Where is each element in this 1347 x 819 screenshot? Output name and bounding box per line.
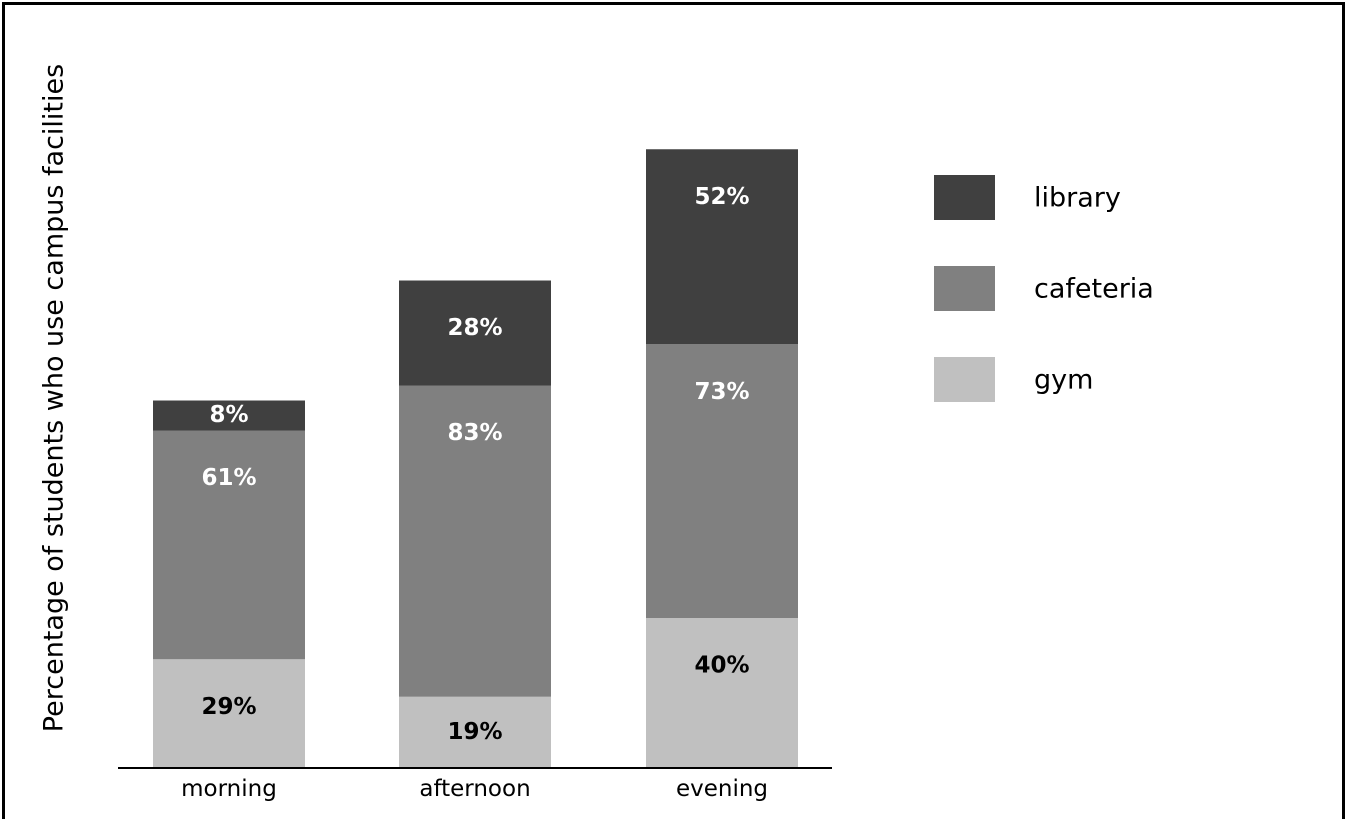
data-label-gym-evening: 40% <box>694 653 749 679</box>
data-label-cafeteria-afternoon: 83% <box>447 420 502 446</box>
bar-segment-cafeteria-morning <box>153 430 305 660</box>
bar-segment-cafeteria-afternoon <box>399 385 551 697</box>
bar-segment-gym-morning <box>153 659 305 768</box>
bars-group <box>153 149 798 768</box>
legend: library cafeteria gym <box>934 175 1154 402</box>
data-label-cafeteria-morning: 61% <box>201 465 256 491</box>
legend-label-cafeteria: cafeteria <box>1034 274 1154 305</box>
category-labels-group: morning afternoon evening <box>181 776 768 802</box>
legend-label-gym: gym <box>1034 365 1093 396</box>
data-label-gym-afternoon: 19% <box>447 719 502 745</box>
bar-segment-gym-evening <box>646 618 798 768</box>
bar-segment-gym-afternoon <box>399 696 551 768</box>
bar-segment-cafeteria-evening <box>646 344 798 618</box>
legend-label-library: library <box>1034 183 1121 214</box>
data-label-library-afternoon: 28% <box>447 315 502 341</box>
category-label-evening: evening <box>676 776 768 802</box>
category-label-morning: morning <box>181 776 277 802</box>
bar-segment-library-evening <box>646 149 798 345</box>
data-label-library-morning: 8% <box>209 402 248 428</box>
bar-segment-library-afternoon <box>399 280 551 386</box>
data-label-cafeteria-evening: 73% <box>694 379 749 405</box>
category-label-afternoon: afternoon <box>419 776 530 802</box>
data-labels-group: 29% 61% 8% 19% 83% 28% 40% 73% 52% <box>201 184 749 745</box>
bar-segment-library-morning <box>153 400 305 431</box>
legend-swatch-library <box>934 175 995 220</box>
data-label-gym-morning: 29% <box>201 694 256 720</box>
legend-swatch-cafeteria <box>934 266 995 311</box>
y-axis-label: Percentage of students who use campus fa… <box>39 64 70 732</box>
legend-swatch-gym <box>934 357 995 402</box>
data-label-library-evening: 52% <box>694 184 749 210</box>
